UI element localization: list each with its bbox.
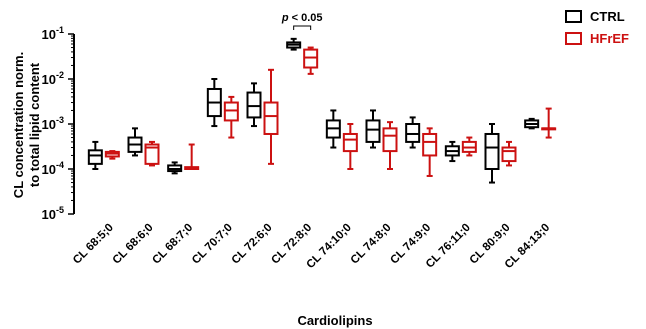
box-ctrl-11	[524, 117, 540, 130]
y-tick-label: 10-4	[42, 160, 64, 177]
box-iqr	[87, 149, 103, 165]
significance-bracket	[293, 25, 312, 30]
box-hfref-7	[382, 121, 398, 170]
x-tick-label: CL 72:6;0	[230, 222, 275, 267]
box-ctrl-2	[167, 161, 183, 175]
box-hfref-11	[541, 107, 557, 139]
box-iqr	[144, 143, 160, 165]
y-ticks: 10-1 10-2 10-3 10-4 10-5	[42, 25, 74, 222]
significance-annotation: p < 0.05	[281, 12, 323, 30]
x-tick-label: CL 70:7;0	[190, 222, 235, 267]
box-iqr	[405, 123, 421, 143]
box-ctrl-10	[484, 123, 500, 184]
box-iqr	[382, 127, 398, 153]
y-tick-label: 10-3	[42, 115, 64, 132]
box-iqr	[501, 146, 517, 163]
box-iqr	[484, 132, 500, 171]
box-iqr	[365, 119, 381, 143]
y-axis-title-line2: to total lipid content	[27, 62, 42, 187]
legend-label-ctrl: CTRL	[590, 9, 625, 24]
box-hfref-5	[303, 46, 319, 75]
box-hfref-3	[223, 95, 239, 139]
legend-label-hfref: HFrEF	[590, 31, 629, 46]
box-hfref-9	[461, 136, 477, 157]
box-iqr	[303, 48, 319, 69]
y-axis-title-line1: CL concentration norm.	[11, 52, 26, 198]
legend: CTRL HFrEF	[565, 9, 629, 46]
box-hfref-4	[263, 68, 279, 165]
box-hfref-1	[144, 140, 160, 167]
box-ctrl-7	[365, 109, 381, 149]
box-iqr	[422, 132, 438, 157]
p-value-label: p < 0.05	[281, 12, 323, 24]
boxes	[87, 37, 557, 184]
box-hfref-6	[342, 123, 358, 170]
x-axis-title: Cardiolipins	[297, 313, 372, 328]
box-iqr	[246, 91, 262, 119]
box-hfref-10	[501, 140, 517, 167]
box-ctrl-1	[127, 127, 143, 157]
legend-swatch-ctrl	[565, 10, 582, 23]
box-ctrl-3	[206, 78, 222, 128]
y-tick-label: 10-2	[42, 70, 64, 87]
box-ctrl-0	[87, 140, 103, 170]
x-tick-labels: CL 68:5;0CL 68:6;0CL 68:7;0CL 70:7;0CL 7…	[71, 222, 552, 271]
y-tick-label: 10-5	[42, 205, 64, 222]
box-ctrl-8	[405, 116, 421, 149]
box-ctrl-9	[444, 140, 460, 163]
x-tick-label: CL 68:6;0	[111, 222, 156, 267]
box-hfref-0	[104, 150, 120, 160]
box-iqr	[342, 132, 358, 153]
box-ctrl-6	[325, 109, 341, 149]
box-iqr	[263, 101, 279, 135]
box-hfref-8	[422, 127, 438, 177]
box-ctrl-4	[246, 82, 262, 128]
legend-swatch-hfref	[565, 32, 582, 45]
y-axis-title: CL concentration norm. to total lipid co…	[11, 52, 42, 198]
box-ctrl-5	[286, 37, 302, 51]
y-tick-label: 10-1	[42, 25, 64, 42]
x-tick-label: CL 68:7;0	[150, 222, 195, 267]
box-iqr	[223, 101, 239, 122]
x-tick-label: CL 68:5;0	[71, 222, 116, 267]
x-tick-label: CL 74:8;0	[349, 222, 394, 267]
box-hfref-2	[184, 143, 200, 170]
